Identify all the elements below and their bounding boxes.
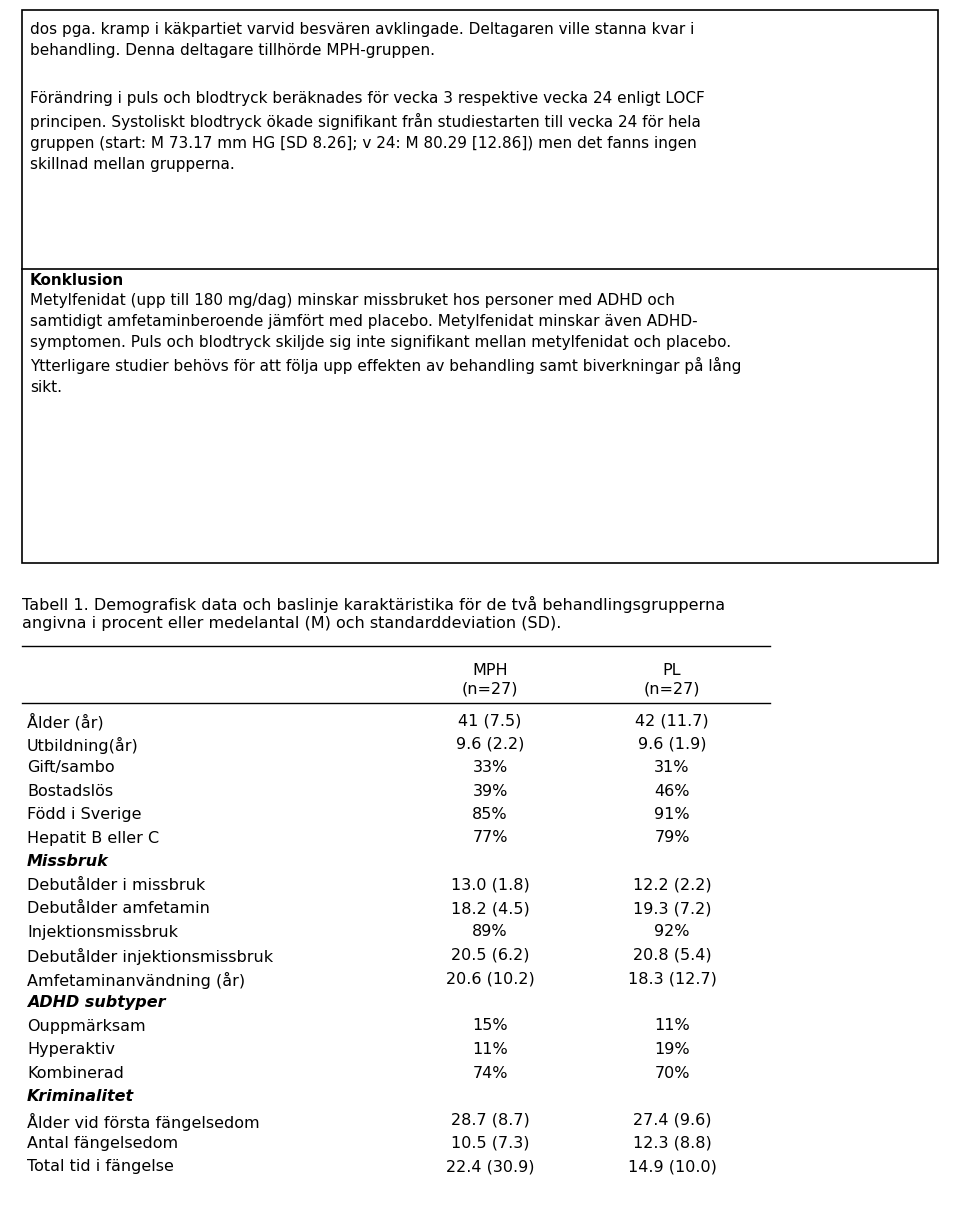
Text: Metylfenidat (upp till 180 mg/dag) minskar missbruket hos personer med ADHD och
: Metylfenidat (upp till 180 mg/dag) minsk…	[30, 293, 741, 395]
Text: 27.4 (9.6): 27.4 (9.6)	[633, 1113, 711, 1127]
Text: Debutålder i missbruk: Debutålder i missbruk	[27, 878, 205, 893]
Text: 20.8 (5.4): 20.8 (5.4)	[633, 948, 711, 963]
Text: 79%: 79%	[655, 831, 689, 845]
Text: 91%: 91%	[654, 807, 690, 822]
Text: dos pga. kramp i käkpartiet varvid besvären avklingade. Deltagaren ville stanna : dos pga. kramp i käkpartiet varvid besvä…	[30, 22, 694, 58]
Text: (n=27): (n=27)	[644, 682, 700, 698]
Text: 74%: 74%	[472, 1066, 508, 1080]
Text: 11%: 11%	[654, 1018, 690, 1033]
Text: 31%: 31%	[655, 761, 689, 775]
Text: 41 (7.5): 41 (7.5)	[458, 713, 521, 728]
Text: PL: PL	[662, 662, 682, 678]
Text: Född i Sverige: Född i Sverige	[27, 807, 141, 822]
Text: Gift/sambo: Gift/sambo	[27, 761, 114, 775]
Text: 70%: 70%	[655, 1066, 689, 1080]
Text: Missbruk: Missbruk	[27, 854, 108, 869]
Text: Förändring i puls och blodtryck beräknades för vecka 3 respektive vecka 24 enlig: Förändring i puls och blodtryck beräknad…	[30, 91, 705, 172]
Text: 15%: 15%	[472, 1018, 508, 1033]
Text: 33%: 33%	[472, 761, 508, 775]
Text: Ouppmärksam: Ouppmärksam	[27, 1018, 146, 1033]
Text: Hyperaktiv: Hyperaktiv	[27, 1041, 115, 1057]
Text: 12.3 (8.8): 12.3 (8.8)	[633, 1136, 711, 1150]
Text: 20.6 (10.2): 20.6 (10.2)	[445, 971, 535, 987]
Text: Amfetaminanvändning (år): Amfetaminanvändning (år)	[27, 971, 245, 988]
Text: Utbildning(år): Utbildning(år)	[27, 736, 139, 753]
Text: 92%: 92%	[655, 924, 689, 940]
Text: 20.5 (6.2): 20.5 (6.2)	[451, 948, 529, 963]
Text: Ålder vid första fängelsedom: Ålder vid första fängelsedom	[27, 1113, 259, 1131]
Text: 10.5 (7.3): 10.5 (7.3)	[451, 1136, 529, 1150]
Text: 18.2 (4.5): 18.2 (4.5)	[450, 901, 529, 916]
Text: Tabell 1. Demografisk data och baslinje karaktäristika för de två behandlingsgru: Tabell 1. Demografisk data och baslinje …	[22, 596, 725, 613]
Text: Total tid i fängelse: Total tid i fängelse	[27, 1159, 174, 1175]
Text: 9.6 (2.2): 9.6 (2.2)	[456, 736, 524, 752]
Text: MPH: MPH	[472, 662, 508, 678]
Text: 19%: 19%	[654, 1041, 690, 1057]
Text: 39%: 39%	[472, 784, 508, 798]
Text: Ålder (år): Ålder (år)	[27, 713, 104, 730]
Text: Hepatit B eller C: Hepatit B eller C	[27, 831, 159, 845]
Text: 46%: 46%	[655, 784, 689, 798]
Text: Injektionsmissbruk: Injektionsmissbruk	[27, 924, 178, 940]
Text: Bostadslös: Bostadslös	[27, 784, 113, 798]
Text: 19.3 (7.2): 19.3 (7.2)	[633, 901, 711, 916]
Text: 89%: 89%	[472, 924, 508, 940]
Text: 11%: 11%	[472, 1041, 508, 1057]
Text: 42 (11.7): 42 (11.7)	[636, 713, 708, 728]
Text: 28.7 (8.7): 28.7 (8.7)	[450, 1113, 529, 1127]
Text: 9.6 (1.9): 9.6 (1.9)	[637, 736, 707, 752]
Text: angivna i procent eller medelantal (M) och standarddeviation (SD).: angivna i procent eller medelantal (M) o…	[22, 616, 562, 631]
Text: 18.3 (12.7): 18.3 (12.7)	[628, 971, 716, 987]
Text: 12.2 (2.2): 12.2 (2.2)	[633, 878, 711, 893]
Text: Kombinerad: Kombinerad	[27, 1066, 124, 1080]
Text: Konklusion: Konklusion	[30, 272, 124, 288]
Text: (n=27): (n=27)	[462, 682, 518, 698]
Text: ADHD subtyper: ADHD subtyper	[27, 995, 165, 1010]
Text: Debutålder amfetamin: Debutålder amfetamin	[27, 901, 210, 916]
Text: 77%: 77%	[472, 831, 508, 845]
Text: Antal fängelsedom: Antal fängelsedom	[27, 1136, 179, 1150]
Text: 14.9 (10.0): 14.9 (10.0)	[628, 1159, 716, 1175]
Text: Debutålder injektionsmissbruk: Debutålder injektionsmissbruk	[27, 948, 274, 965]
Text: Kriminalitet: Kriminalitet	[27, 1089, 134, 1104]
Text: 22.4 (30.9): 22.4 (30.9)	[445, 1159, 535, 1175]
Text: 85%: 85%	[472, 807, 508, 822]
Bar	[22, 10, 938, 563]
Text: 13.0 (1.8): 13.0 (1.8)	[450, 878, 529, 893]
